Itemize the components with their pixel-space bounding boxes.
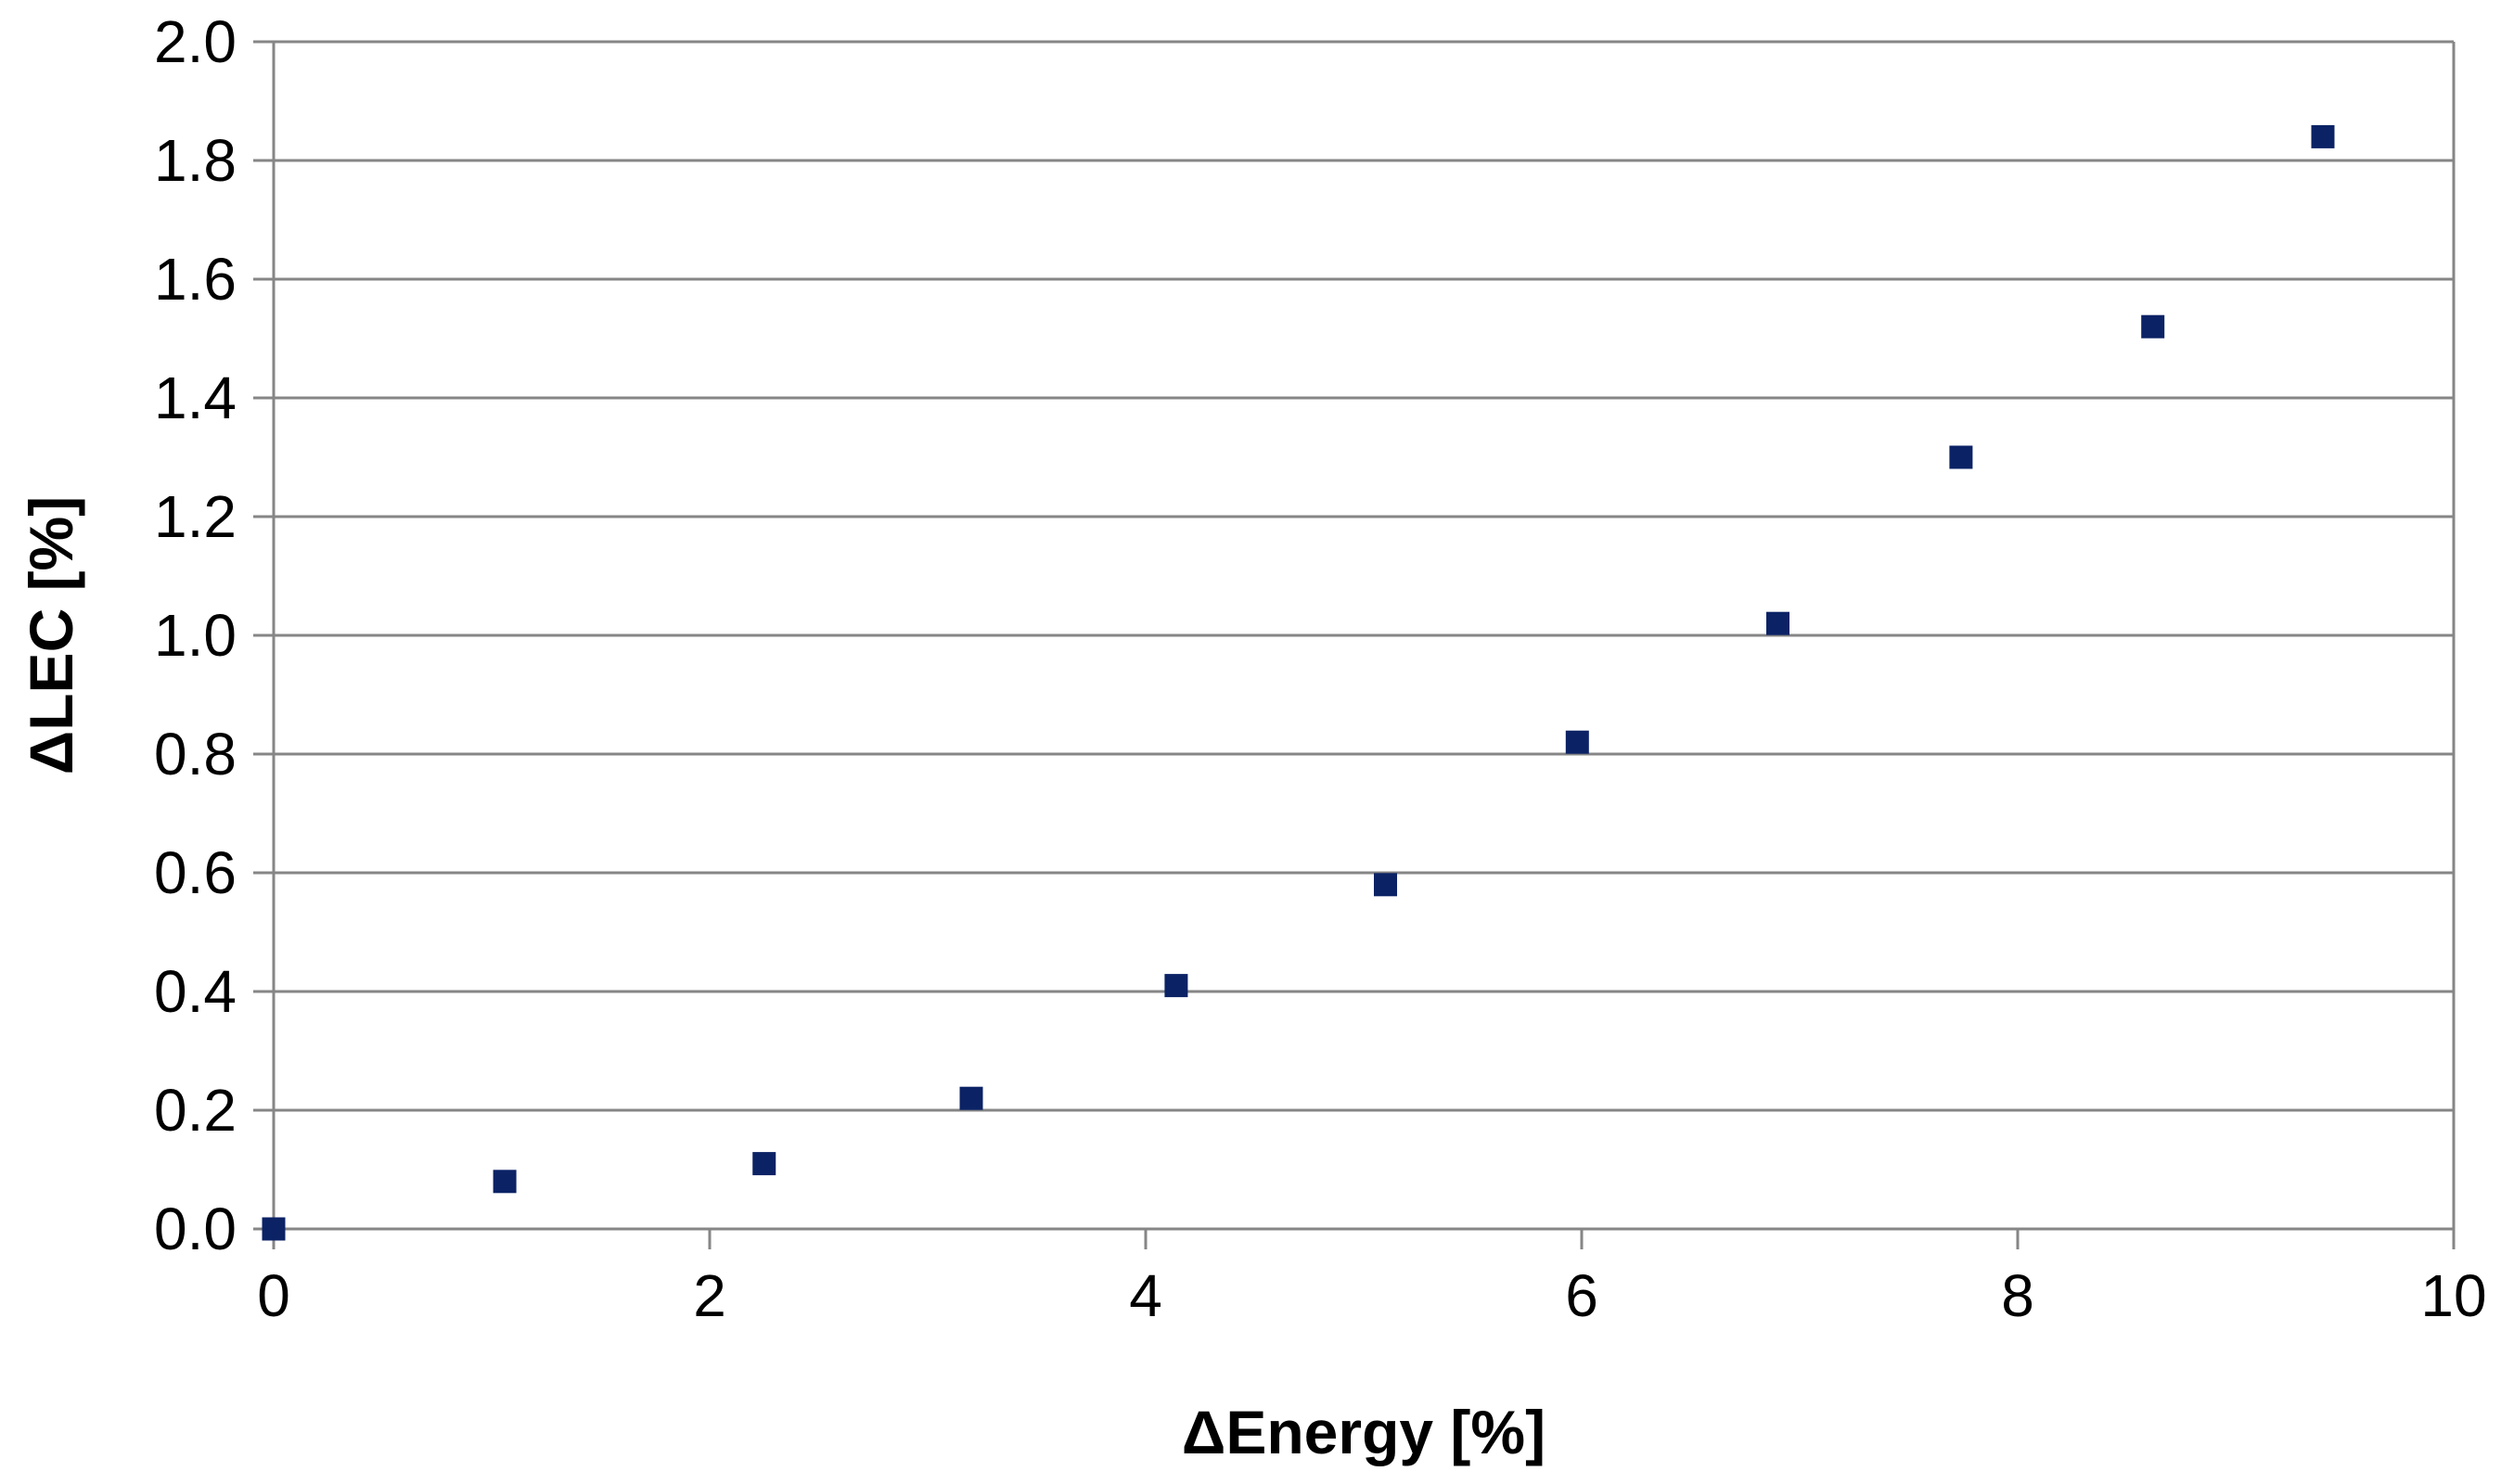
data-point-3 xyxy=(752,1152,776,1176)
y-axis-title: ΔLEC [%] xyxy=(17,496,85,774)
y-tick-labels: 0.0 0.2 0.4 0.6 0.8 1.0 1.2 1.4 1.6 1.8 2.0 xyxy=(154,8,237,1262)
axes xyxy=(253,40,2456,1249)
x-tick-label-6: 6 xyxy=(1565,1262,1598,1329)
y-tick-label-1.0: 1.0 xyxy=(154,602,237,669)
data-point-9 xyxy=(1949,445,1973,469)
x-tick-labels: 0 2 4 6 8 10 xyxy=(257,1262,2486,1329)
y-tick-label-0.8: 0.8 xyxy=(154,721,237,787)
x-tick-label-4: 4 xyxy=(1129,1262,1162,1329)
data-point-4 xyxy=(959,1086,983,1110)
y-tick-label-0.2: 0.2 xyxy=(154,1077,237,1144)
y-tick-label-1.4: 1.4 xyxy=(154,365,237,431)
data-point-5 xyxy=(1164,974,1188,998)
x-tick-label-10: 10 xyxy=(2420,1262,2486,1329)
data-point-6 xyxy=(1374,873,1397,897)
x-tick-label-0: 0 xyxy=(257,1262,290,1329)
grid-lines xyxy=(274,40,2454,1112)
y-tick-label-1.2: 1.2 xyxy=(154,483,237,550)
y-tick-label-1.6: 1.6 xyxy=(154,246,237,313)
y-tick-label-0.4: 0.4 xyxy=(154,958,237,1025)
data-point-7 xyxy=(1565,730,1589,754)
data-point-10 xyxy=(2141,314,2165,339)
data-point-2 xyxy=(493,1170,517,1194)
data-point-11 xyxy=(2311,124,2335,148)
x-tick-label-2: 2 xyxy=(693,1262,726,1329)
data-points xyxy=(262,124,2335,1241)
x-tick-label-8: 8 xyxy=(2001,1262,2034,1329)
y-tick-label-0.6: 0.6 xyxy=(154,839,237,906)
y-tick-label-2.0: 2.0 xyxy=(154,8,237,75)
y-tick-label-0.0: 0.0 xyxy=(154,1196,237,1262)
x-axis-title: ΔEnergy [%] xyxy=(1182,1398,1545,1466)
y-tick-label-1.8: 1.8 xyxy=(154,127,237,194)
data-point-1 xyxy=(262,1217,286,1241)
data-point-8 xyxy=(1766,611,1789,635)
